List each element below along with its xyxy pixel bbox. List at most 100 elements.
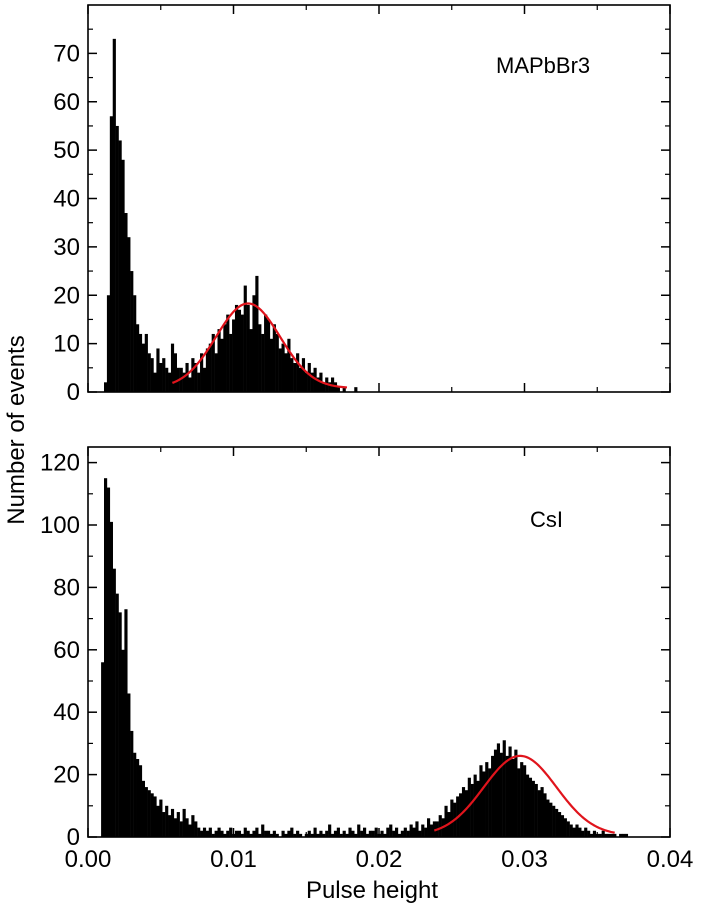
histogram-bar [301, 358, 306, 392]
histogram-bar [182, 372, 186, 392]
histogram-bar [371, 830, 375, 837]
histogram-bar [173, 353, 177, 392]
histogram-bar [284, 353, 288, 392]
histogram-bar [243, 827, 247, 837]
histogram-bar [555, 808, 559, 837]
histogram-bar [534, 783, 538, 837]
histogram-bar [363, 827, 367, 837]
histogram-bar [316, 377, 320, 392]
histogram-bar [153, 372, 157, 392]
histogram-bar [109, 521, 113, 837]
panel-top-bars [104, 38, 358, 393]
histogram-bar [298, 833, 303, 837]
histogram-bar [328, 824, 332, 837]
histogram-bar [589, 833, 594, 837]
histogram-bar [357, 824, 361, 837]
histogram-bar [202, 367, 207, 392]
histogram-bar [269, 338, 274, 392]
histogram-bar [130, 730, 134, 837]
histogram-bar [220, 830, 224, 837]
histogram-bar [234, 830, 239, 837]
histogram-bar [147, 353, 151, 392]
panel-bottom: 0 20 40 60 80 100 120 0.00 0.01 0.02 0.03 0.04 CsI [40, 446, 693, 873]
histogram-bar [412, 827, 416, 837]
histogram-bar [360, 830, 364, 837]
histogram-bar [293, 833, 297, 837]
histogram-bar [170, 343, 175, 393]
y-tick-label: 100 [40, 512, 80, 539]
histogram-bar [150, 793, 154, 837]
histogram-bar [310, 833, 314, 837]
histogram-bar [307, 830, 311, 837]
histogram-bar [348, 827, 352, 837]
histogram-bar [339, 833, 343, 837]
y-tick-label: 60 [53, 89, 80, 116]
histogram-bar [104, 478, 108, 837]
histogram-bar [264, 830, 268, 837]
histogram-bar [313, 827, 317, 837]
histogram-bar [607, 833, 611, 837]
histogram-bar [176, 812, 180, 837]
histogram-bar [505, 755, 509, 837]
histogram-bar [354, 387, 358, 392]
histogram-bar [115, 125, 119, 392]
y-tick-label: 80 [53, 574, 80, 601]
histogram-bar [488, 768, 492, 837]
histogram-bar [112, 38, 116, 393]
histogram-bar [223, 324, 227, 392]
histogram-bar [293, 362, 297, 392]
histogram-bar [106, 487, 111, 837]
histogram-bar [179, 821, 183, 837]
histogram-bar [234, 304, 239, 392]
histogram-bar [418, 830, 422, 837]
histogram-bar [237, 830, 242, 837]
histogram-bar [223, 833, 227, 837]
y-tick-label: 20 [53, 282, 80, 309]
histogram-bar [130, 271, 134, 392]
histogram-bar [584, 827, 588, 837]
histogram-bar [264, 314, 268, 392]
panel-bottom-label: CsI [530, 507, 563, 532]
histogram-bar [165, 367, 169, 392]
histogram-bar [601, 830, 605, 837]
histogram-bar [191, 815, 195, 837]
histogram-bar [336, 387, 340, 392]
histogram-bar [296, 830, 300, 837]
histogram-bar [537, 790, 541, 837]
histogram-bar [229, 333, 233, 392]
histogram-bar [261, 824, 265, 837]
panel-bottom-frame [87, 446, 671, 838]
histogram-bar [502, 740, 506, 837]
histogram-bar [173, 818, 177, 837]
histogram-bar [569, 824, 573, 837]
histogram-bar [278, 348, 282, 392]
histogram-bar [604, 833, 608, 837]
y-tick-label: 40 [53, 186, 80, 213]
histogram-bar [252, 295, 256, 392]
histogram-bar [188, 824, 192, 837]
histogram-bar [258, 833, 262, 837]
histogram-bar [470, 783, 474, 837]
histogram-bar [133, 295, 137, 392]
x-tick-label: 0.00 [65, 846, 112, 873]
histogram-bar [194, 821, 198, 837]
histogram-bar [365, 833, 370, 837]
histogram-bar [272, 324, 276, 392]
histogram-bar [310, 372, 314, 392]
histogram-bar [485, 762, 489, 837]
histogram-bar [165, 805, 169, 837]
histogram-bar [232, 319, 236, 392]
y-tick-label: 0 [67, 379, 80, 406]
histogram-bar [543, 793, 547, 837]
panel-top-ticks: 0 10 20 30 40 50 60 70 [53, 5, 671, 406]
histogram-bar [525, 774, 530, 837]
histogram-bar [170, 808, 175, 837]
histogram-bar [136, 324, 140, 392]
histogram-bar [322, 382, 326, 392]
histogram-bar [496, 743, 501, 837]
histogram-bar [246, 830, 250, 837]
y-tick-label: 20 [53, 762, 80, 789]
y-tick-label: 70 [53, 40, 80, 67]
histogram-bar [592, 830, 597, 837]
